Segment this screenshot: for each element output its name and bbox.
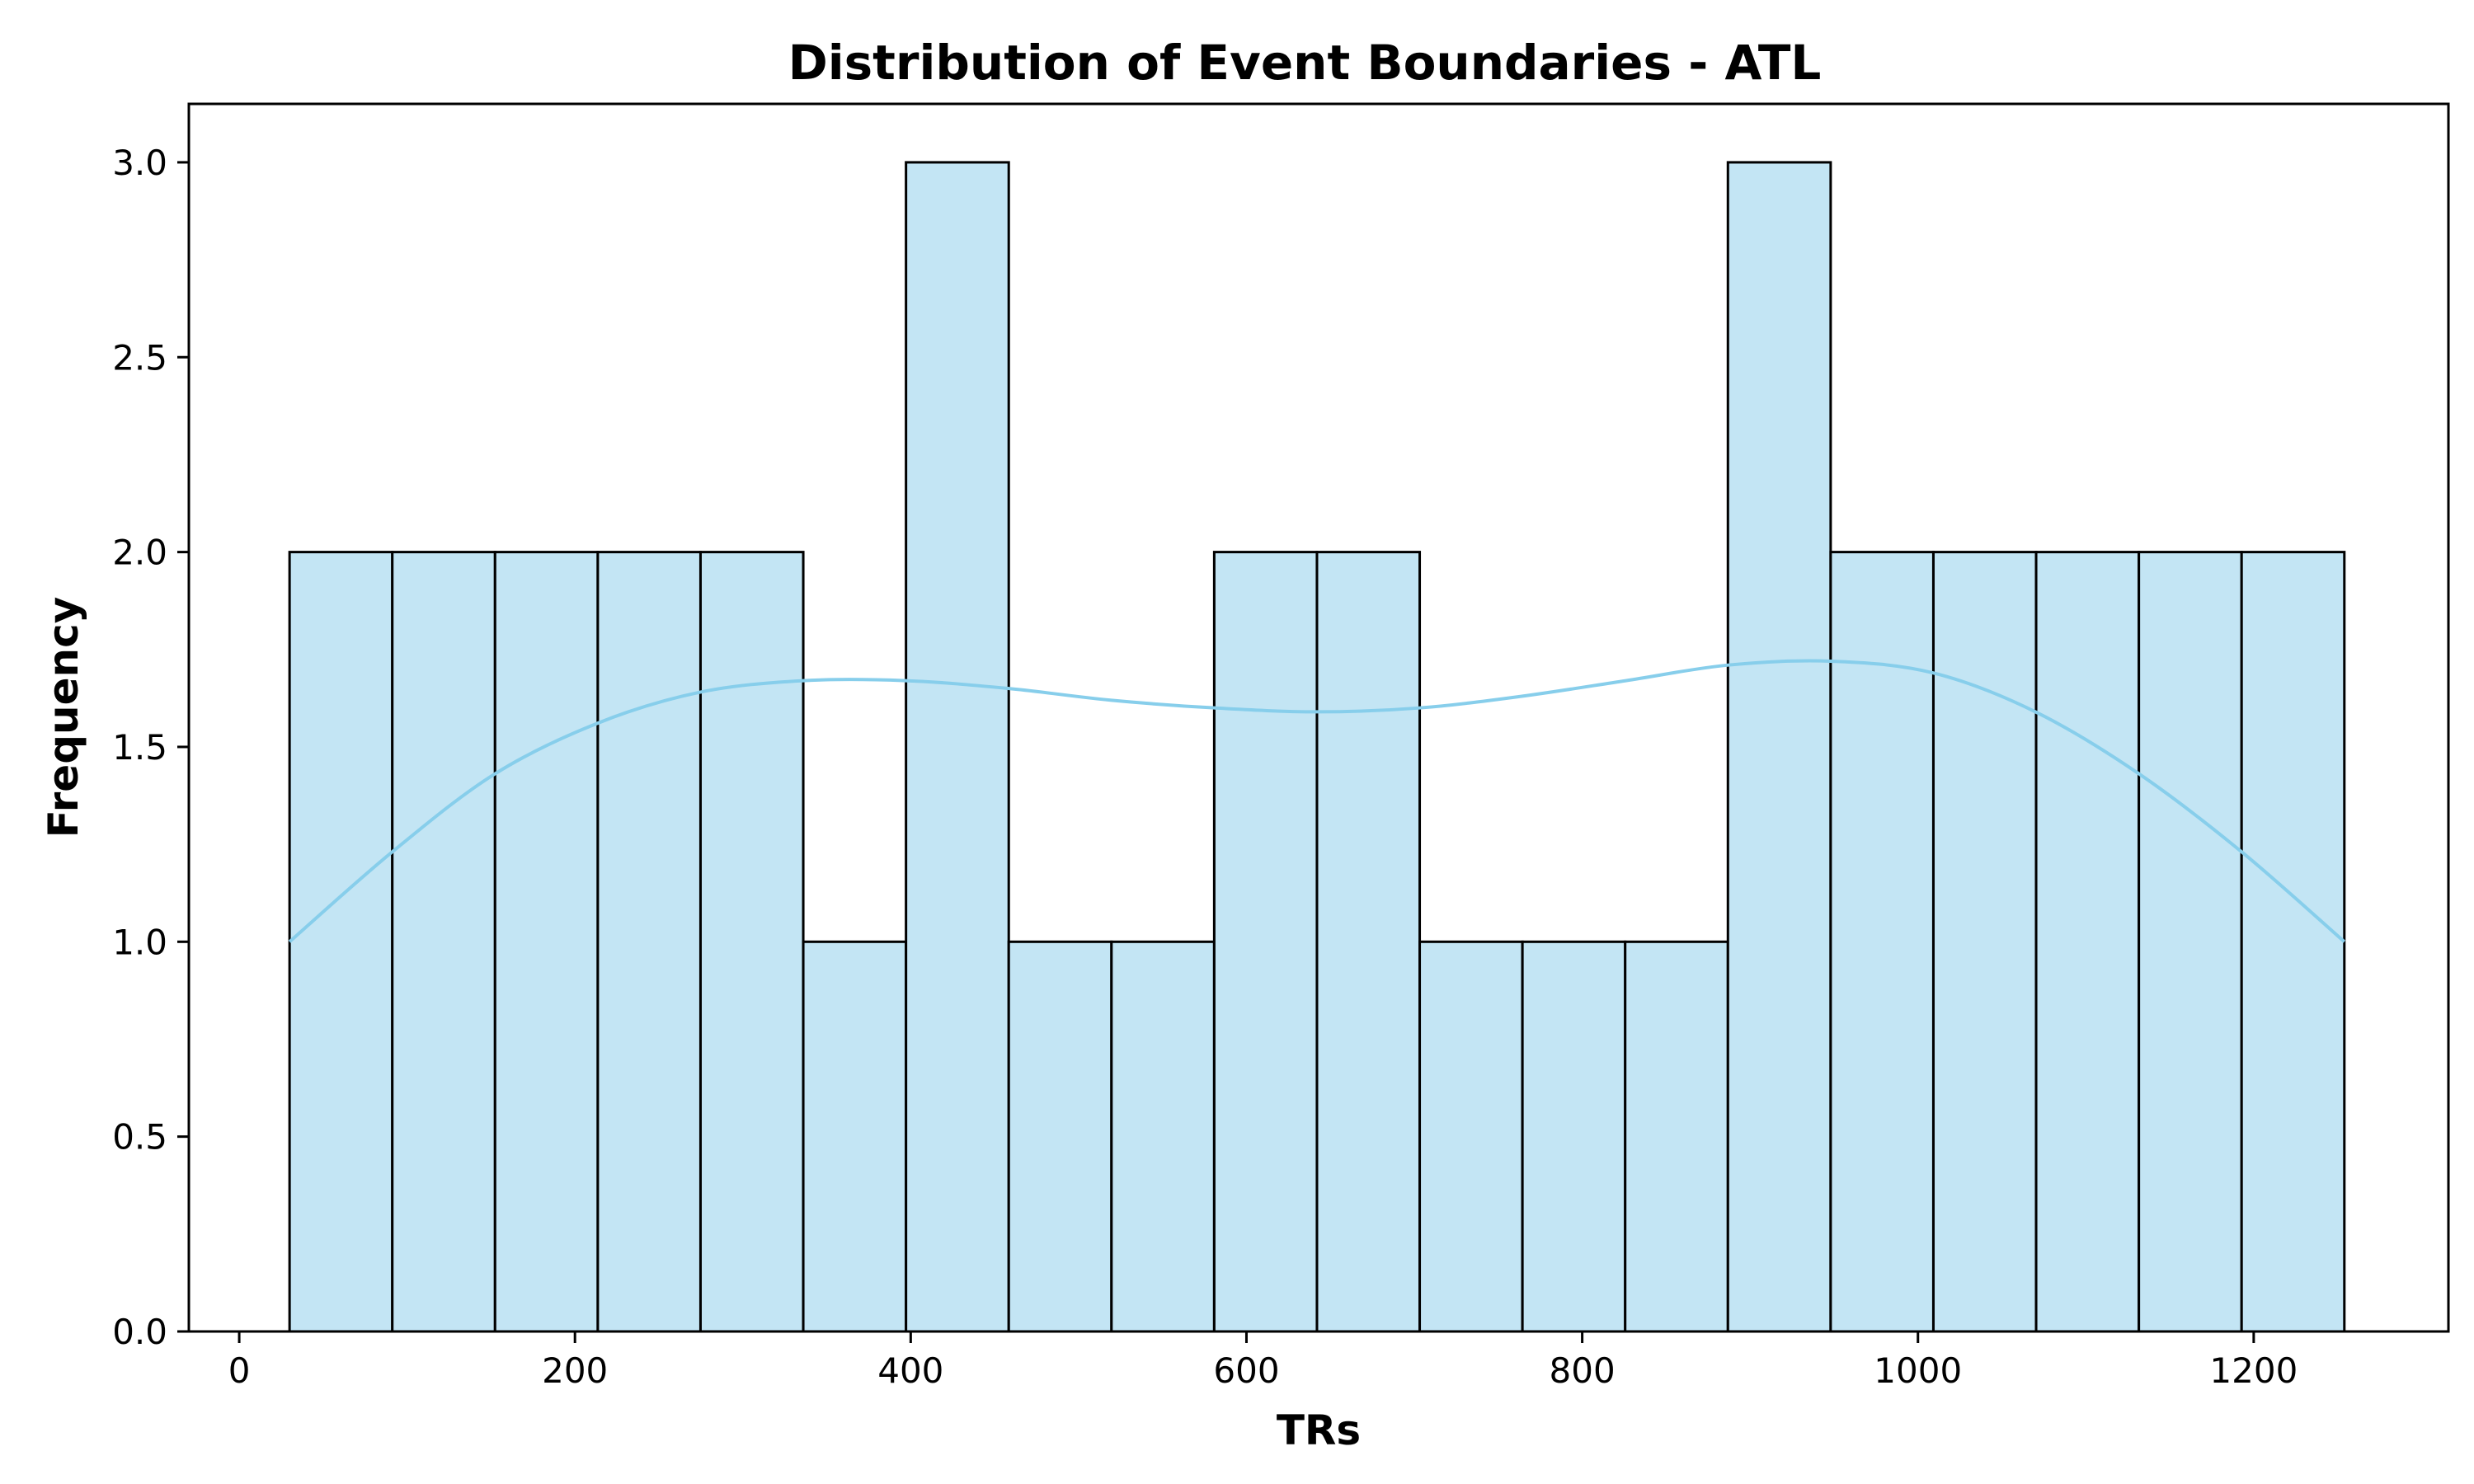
x-tick-label: 1200 [2209,1350,2298,1391]
histogram-bar-20 [2240,551,2346,1333]
histogram-bar-4 [596,551,702,1333]
histogram-bar-1 [288,551,394,1333]
histogram-bars [288,161,2346,1333]
x-tick-label: 200 [542,1350,608,1391]
histogram-bar-17 [1931,551,2038,1333]
histogram-bar-5 [698,551,805,1333]
y-tick-label: 1.0 [112,922,167,962]
histogram-bar-6 [802,940,908,1333]
plot-frame [187,102,2450,1333]
histogram-bar-16 [1829,551,1935,1333]
y-tick-label: 2.5 [112,337,167,378]
x-tick-label: 1000 [1874,1350,1962,1391]
x-tick-label: 800 [1550,1350,1616,1391]
histogram-bar-9 [1110,940,1216,1333]
y-axis-label: Frequency [40,597,87,838]
histogram-bar-7 [905,161,1010,1333]
histogram-bar-3 [493,551,600,1333]
x-axis-ticks: 0 200 400 600 800 1000 1200 [228,1331,2298,1391]
y-tick-label: 1.5 [112,727,167,768]
y-tick-label: 2.0 [112,533,167,573]
kde-line [288,659,2346,943]
histogram-bar-8 [1007,940,1113,1333]
histogram-bar-18 [2034,551,2141,1333]
x-tick-label: 600 [1213,1350,1279,1391]
histogram-bar-2 [391,551,496,1333]
histogram-bar-12 [1418,940,1524,1333]
y-axis-ticks: 0.0 0.5 1.0 1.5 2.0 2.5 3.0 [112,143,189,1352]
y-tick-label: 3.0 [112,143,167,183]
chart-title: Distribution of Event Boundaries - ATL [788,35,1822,91]
histogram-bar-11 [1315,551,1422,1333]
x-tick-label: 400 [877,1350,943,1391]
x-axis-label: TRs [1277,1407,1361,1454]
histogram-bar-10 [1212,551,1319,1333]
y-tick-label: 0.0 [112,1312,167,1352]
histogram-bar-13 [1521,940,1627,1333]
y-tick-label: 0.5 [112,1117,167,1158]
histogram-bar-15 [1726,161,1832,1333]
histogram-bar-14 [1624,940,1729,1333]
x-tick-label: 0 [228,1350,251,1391]
histogram-bar-19 [2138,551,2243,1333]
